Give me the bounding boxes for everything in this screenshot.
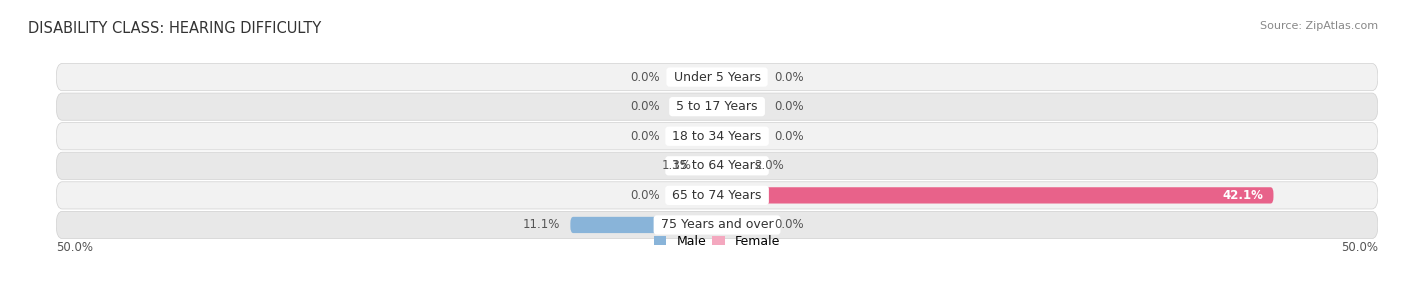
Text: Source: ZipAtlas.com: Source: ZipAtlas.com — [1260, 21, 1378, 31]
FancyBboxPatch shape — [717, 128, 763, 144]
FancyBboxPatch shape — [671, 128, 717, 144]
FancyBboxPatch shape — [671, 99, 717, 115]
Text: 65 to 74 Years: 65 to 74 Years — [668, 189, 766, 202]
FancyBboxPatch shape — [56, 211, 1378, 239]
Legend: Male, Female: Male, Female — [654, 235, 780, 248]
Text: 0.0%: 0.0% — [631, 100, 661, 113]
FancyBboxPatch shape — [717, 187, 1274, 203]
Text: 0.0%: 0.0% — [631, 189, 661, 202]
Text: 0.0%: 0.0% — [773, 130, 803, 143]
Text: 0.0%: 0.0% — [631, 70, 661, 84]
Text: 18 to 34 Years: 18 to 34 Years — [668, 130, 766, 143]
Text: 75 Years and over: 75 Years and over — [657, 218, 778, 231]
FancyBboxPatch shape — [671, 187, 717, 203]
Text: 1.1%: 1.1% — [662, 159, 692, 172]
FancyBboxPatch shape — [717, 99, 763, 115]
FancyBboxPatch shape — [717, 158, 744, 174]
FancyBboxPatch shape — [671, 69, 717, 85]
Text: 2.0%: 2.0% — [754, 159, 783, 172]
FancyBboxPatch shape — [571, 217, 717, 233]
Text: 0.0%: 0.0% — [631, 130, 661, 143]
Text: Under 5 Years: Under 5 Years — [669, 70, 765, 84]
Text: 35 to 64 Years: 35 to 64 Years — [668, 159, 766, 172]
FancyBboxPatch shape — [56, 123, 1378, 150]
FancyBboxPatch shape — [717, 217, 763, 233]
Text: 50.0%: 50.0% — [56, 241, 93, 254]
Text: 50.0%: 50.0% — [1341, 241, 1378, 254]
FancyBboxPatch shape — [56, 152, 1378, 179]
FancyBboxPatch shape — [717, 69, 763, 85]
FancyBboxPatch shape — [56, 93, 1378, 120]
Text: 0.0%: 0.0% — [773, 70, 803, 84]
Text: 5 to 17 Years: 5 to 17 Years — [672, 100, 762, 113]
FancyBboxPatch shape — [703, 158, 717, 174]
FancyBboxPatch shape — [56, 182, 1378, 209]
Text: 42.1%: 42.1% — [1222, 189, 1263, 202]
Text: 0.0%: 0.0% — [773, 218, 803, 231]
Text: DISABILITY CLASS: HEARING DIFFICULTY: DISABILITY CLASS: HEARING DIFFICULTY — [28, 21, 322, 36]
Text: 0.0%: 0.0% — [773, 100, 803, 113]
Text: 11.1%: 11.1% — [523, 218, 560, 231]
FancyBboxPatch shape — [56, 63, 1378, 91]
